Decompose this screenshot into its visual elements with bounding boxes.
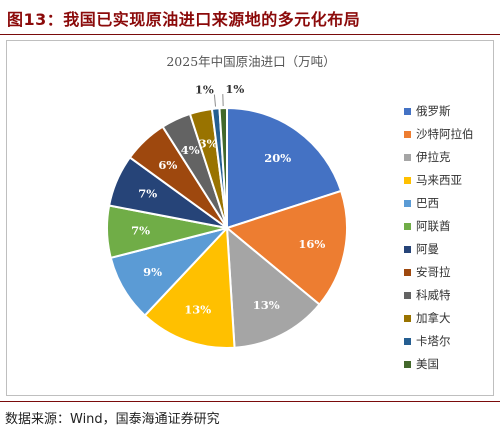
pie-chart: 20% 16% 13% 13% 9% 7% 7% 6% 4% 3% 1% 1% — [106, 82, 348, 349]
legend-label-0: 俄罗斯 — [416, 104, 451, 118]
pie-slice-2 — [225, 225, 321, 349]
legend-label-4: 巴西 — [416, 196, 439, 210]
legend-item-8: 科威特 — [404, 287, 494, 310]
pie-data-label-8: 4% — [181, 143, 200, 157]
legend-swatch-9 — [404, 315, 411, 322]
pie-data-label-1: 16% — [298, 237, 325, 251]
legend-label-11: 美国 — [416, 357, 439, 371]
legend-swatch-7 — [404, 269, 411, 276]
pie-data-label-0: 20% — [264, 151, 291, 165]
legend-swatch-4 — [404, 200, 411, 207]
legend-label-10: 卡塔尔 — [416, 334, 451, 348]
chart-legend: 俄罗斯沙特阿拉伯伊拉克马来西亚巴西阿联酋阿曼安哥拉科威特加拿大卡塔尔美国 — [404, 103, 494, 379]
legend-item-6: 阿曼 — [404, 241, 494, 264]
legend-item-7: 安哥拉 — [404, 264, 494, 287]
legend-swatch-1 — [404, 131, 411, 138]
source-note: 数据来源：Wind，国泰海通证券研究 — [5, 412, 220, 427]
pie-data-label-10: 1% — [195, 83, 214, 97]
pie-data-label-5: 7% — [131, 224, 150, 238]
legend-label-5: 阿联酋 — [416, 219, 451, 233]
pie-slice-0 — [226, 106, 343, 230]
figure-title: 图13：我国已实现原油进口来源地的多元化布局 — [7, 10, 361, 29]
pie-data-label-2: 13% — [253, 298, 280, 312]
legend-swatch-10 — [404, 338, 411, 345]
legend-swatch-8 — [404, 292, 411, 299]
chart-frame: 2025年中国原油进口（万吨） 20% 16% 13% 13% 9% 7% 7% 6% 4% 3%… — [6, 40, 494, 396]
footer-divider — [0, 401, 500, 402]
legend-label-1: 沙特阿拉伯 — [416, 127, 474, 141]
legend-item-0: 俄罗斯 — [404, 103, 494, 126]
legend-swatch-0 — [404, 108, 411, 115]
legend-swatch-3 — [404, 177, 411, 184]
pie-slice-11 — [218, 106, 228, 229]
pie-data-label-6: 7% — [138, 187, 157, 201]
pie-data-label-11: 1% — [225, 82, 244, 96]
legend-swatch-2 — [404, 154, 411, 161]
legend-label-8: 科威特 — [416, 288, 451, 302]
legend-item-9: 加拿大 — [404, 310, 494, 333]
legend-label-7: 安哥拉 — [416, 265, 451, 279]
legend-item-10: 卡塔尔 — [404, 333, 494, 356]
legend-label-9: 加拿大 — [416, 311, 451, 325]
legend-item-5: 阿联酋 — [404, 218, 494, 241]
legend-item-1: 沙特阿拉伯 — [404, 126, 494, 149]
pie-data-label-3: 13% — [184, 302, 211, 316]
legend-label-6: 阿曼 — [416, 242, 439, 256]
legend-label-2: 伊拉克 — [416, 150, 451, 164]
chart-title: 2025年中国原油进口（万吨） — [166, 54, 336, 69]
legend-item-4: 巴西 — [404, 195, 494, 218]
figure-header: 图13：我国已实现原油进口来源地的多元化布局 — [0, 0, 500, 35]
pie-data-label-4: 9% — [143, 265, 162, 279]
legend-item-11: 美国 — [404, 356, 494, 379]
legend-swatch-5 — [404, 223, 411, 230]
leader-line-10 — [213, 94, 217, 107]
legend-item-3: 马来西亚 — [404, 172, 494, 195]
pie-slice-3 — [143, 225, 236, 349]
legend-swatch-6 — [404, 246, 411, 253]
legend-label-3: 马来西亚 — [416, 173, 462, 187]
legend-item-2: 伊拉克 — [404, 149, 494, 172]
pie-slice-1 — [224, 189, 348, 306]
legend-swatch-11 — [404, 361, 411, 368]
pie-data-label-9: 3% — [199, 137, 218, 151]
pie-data-label-7: 6% — [158, 158, 177, 172]
